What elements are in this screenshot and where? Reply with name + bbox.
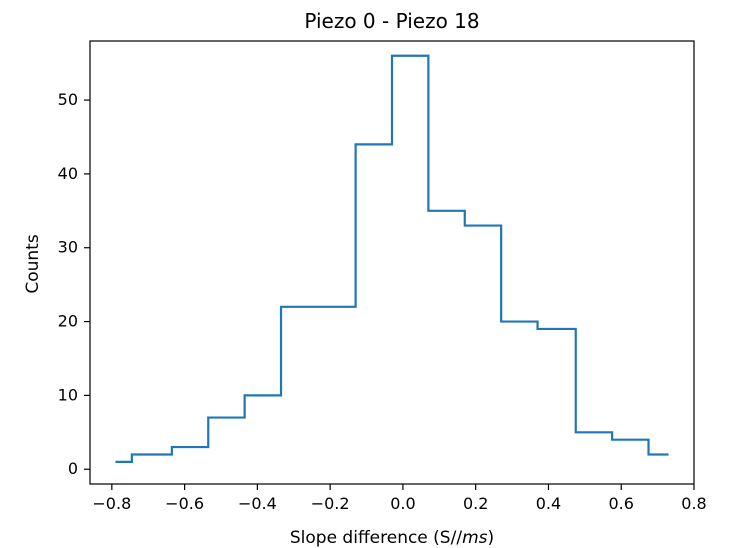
plot-frame bbox=[89, 40, 695, 485]
y-tick-label: 0 bbox=[68, 459, 78, 478]
chart-title: Piezo 0 - Piezo 18 bbox=[304, 9, 479, 33]
y-axis-label: Counts bbox=[23, 234, 43, 293]
x-tick-label: −0.2 bbox=[311, 494, 350, 513]
x-axis-label-main: Slope difference (S// bbox=[290, 528, 462, 548]
x-axis-label-unit: ms bbox=[462, 528, 488, 548]
y-tick-label: 30 bbox=[58, 238, 78, 257]
x-tick-label: −0.8 bbox=[92, 494, 131, 513]
x-axis-label: Slope difference (S//ms) bbox=[290, 528, 494, 548]
x-tick-label: 0.6 bbox=[609, 494, 634, 513]
x-tick-label: 0.2 bbox=[463, 494, 488, 513]
x-axis-label-end: ) bbox=[487, 528, 494, 548]
histogram-step-line bbox=[115, 54, 669, 463]
x-axis: −0.8 −0.6 −0.4 −0.2 0.0 0.2 0.4 0.6 0.8 bbox=[92, 484, 707, 513]
series-layer bbox=[115, 54, 669, 463]
y-tick-label: 20 bbox=[58, 312, 78, 331]
x-tick-label: 0.8 bbox=[681, 494, 706, 513]
y-axis: 0 10 20 30 40 50 bbox=[58, 90, 90, 478]
x-tick-label: −0.6 bbox=[165, 494, 204, 513]
x-tick-label: 0.0 bbox=[390, 494, 415, 513]
y-tick-label: 10 bbox=[58, 385, 78, 404]
y-tick-label: 50 bbox=[58, 90, 78, 109]
x-tick-label: 0.4 bbox=[536, 494, 561, 513]
x-tick-label: −0.4 bbox=[238, 494, 277, 513]
y-tick-label: 40 bbox=[58, 164, 78, 183]
